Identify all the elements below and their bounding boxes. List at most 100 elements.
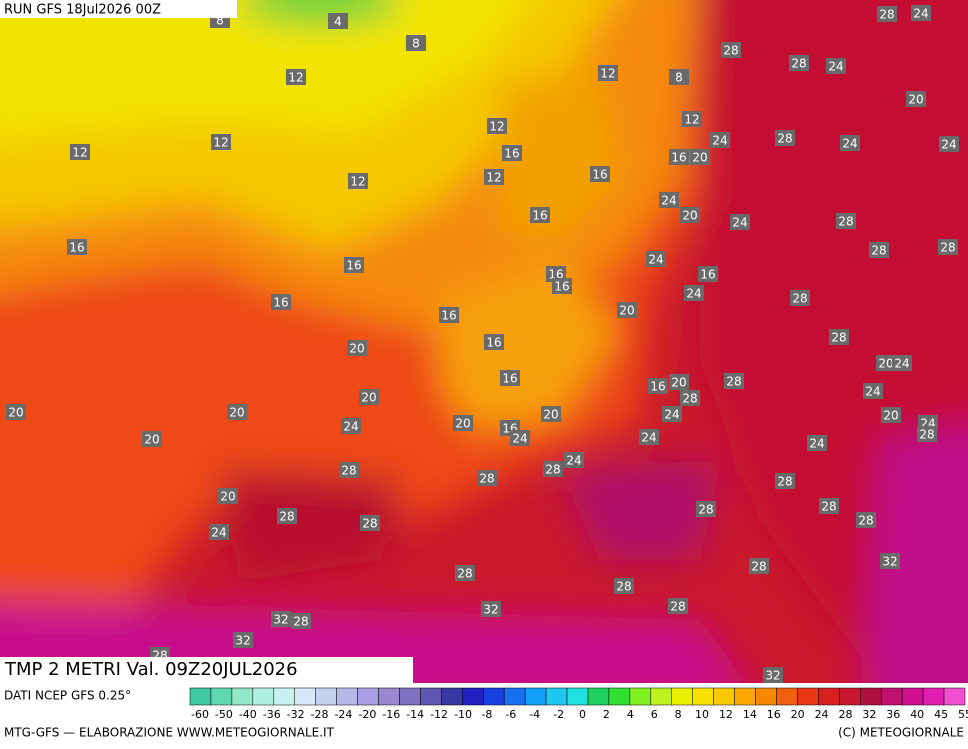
scale-cell (503, 687, 526, 706)
contour-label: 20 (361, 391, 376, 405)
contour-label-box (648, 378, 668, 394)
contour-label: 12 (288, 71, 303, 85)
contour-label-box (639, 429, 659, 445)
contour-label: 16 (502, 372, 517, 386)
scale-label: -16 (382, 708, 400, 721)
contour-label-box (590, 166, 610, 182)
contour-label: 28 (682, 392, 697, 406)
contour-label: 4 (334, 15, 342, 29)
scale-label: 6 (651, 708, 658, 721)
contour-label: 28 (293, 615, 308, 629)
scale-label: 55 (958, 708, 968, 721)
contour-label: 16 (650, 380, 665, 394)
contour-label-box (684, 285, 704, 301)
contour-label: 16 (69, 241, 84, 255)
scale-cell (671, 687, 693, 706)
contour-label: 8 (675, 71, 683, 85)
scale-cell (839, 687, 861, 706)
contour-label-box (6, 404, 26, 420)
scale-cell (462, 687, 484, 706)
contour-label: 28 (751, 560, 766, 574)
contour-label-box (662, 406, 682, 422)
contour-label-box (484, 334, 504, 350)
contour-label-box (286, 69, 306, 85)
contour-label-box (939, 136, 959, 152)
contour-label: 24 (894, 357, 909, 371)
scale-cell (252, 687, 275, 706)
credit-label: MTG-GFS — ELABORAZIONE WWW.METEOGIORNALE… (4, 726, 335, 740)
scale-cell (650, 687, 673, 706)
contour-label: 20 (671, 376, 686, 390)
scale-cell (357, 687, 379, 706)
contour-label-box (598, 65, 618, 81)
contour-label-box (481, 601, 501, 617)
contour-label-box (211, 134, 231, 150)
scale-label: 45 (934, 708, 948, 721)
scale-label: -12 (430, 708, 448, 721)
scale-label: -24 (334, 708, 352, 721)
contour-label: 28 (616, 580, 631, 594)
contour-label-box (724, 373, 744, 389)
scale-cell (441, 687, 463, 706)
contour-label: 24 (343, 420, 358, 434)
contour-label-box (218, 488, 238, 504)
contour-label-box (840, 135, 860, 151)
contour-label: 16 (700, 268, 715, 282)
contour-label-box (339, 462, 359, 478)
contour-label-box (668, 598, 688, 614)
contour-label-box (721, 42, 741, 58)
contour-label: 24 (648, 253, 663, 267)
contour-label: 28 (879, 8, 894, 22)
contour-label: 16 (671, 151, 686, 165)
contour-label: 32 (235, 634, 250, 648)
contour-label-box (344, 257, 364, 273)
scale-cell (482, 687, 505, 706)
contour-label: 16 (532, 209, 547, 223)
contour-label-box (669, 149, 689, 165)
contour-label-box (564, 452, 584, 468)
scale-cell (713, 687, 735, 706)
scale-cell (231, 687, 254, 706)
contour-label-box (67, 239, 87, 255)
scale-cell (294, 687, 316, 706)
contour-label: 28 (831, 331, 846, 345)
contour-label: 16 (592, 168, 607, 182)
scale-cell (587, 687, 610, 706)
contour-label: 20 (908, 93, 923, 107)
contour-label-box (543, 461, 563, 477)
contour-label: 16 (554, 280, 569, 294)
contour-label: 24 (865, 385, 880, 399)
contour-label-box (877, 6, 897, 22)
contour-label-box (876, 355, 896, 371)
contour-label-box (710, 132, 730, 148)
contour-label-box (763, 667, 783, 683)
scale-label: 10 (695, 708, 709, 721)
scale-label: 0 (579, 708, 586, 721)
contour-label: 28 (362, 517, 377, 531)
contour-label: 32 (882, 555, 897, 569)
contour-label-box (271, 294, 291, 310)
contour-label-box (863, 383, 883, 399)
contour-label: 24 (828, 60, 843, 74)
scale-label: 20 (791, 708, 805, 721)
scale-label: -2 (553, 708, 564, 721)
contour-label: 20 (883, 409, 898, 423)
contour-label: 8 (216, 14, 224, 28)
contour-label: 12 (684, 113, 699, 127)
contour-label: 24 (641, 431, 656, 445)
contour-label-box (698, 266, 718, 282)
scale-cell (629, 687, 652, 706)
contour-label: 28 (838, 215, 853, 229)
contour-label-box (880, 553, 900, 569)
contour-label-box (277, 508, 297, 524)
scale-cell (378, 687, 400, 706)
contour-label: 24 (809, 437, 824, 451)
scale-label: 24 (815, 708, 829, 721)
scale-label: -4 (529, 708, 540, 721)
scale-cell (545, 687, 568, 706)
contour-label-box (892, 355, 912, 371)
contour-label-box (669, 374, 689, 390)
contour-label: 20 (878, 357, 893, 371)
contour-label-box (209, 524, 229, 540)
contour-label-box (829, 329, 849, 345)
